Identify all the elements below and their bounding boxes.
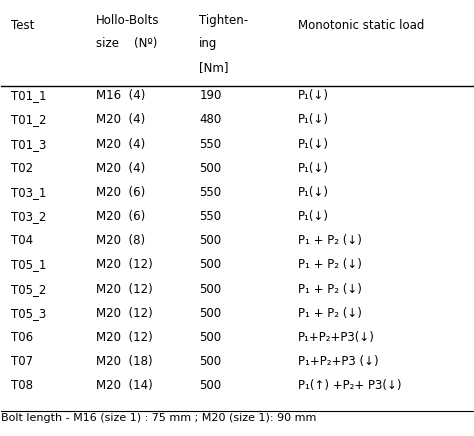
Text: 500: 500	[199, 331, 221, 344]
Text: M20  (14): M20 (14)	[96, 379, 152, 392]
Text: P₁ + P₂ (↓): P₁ + P₂ (↓)	[298, 283, 362, 296]
Text: M20  (12): M20 (12)	[96, 331, 152, 344]
Text: P₁+P₂+P3 (↓): P₁+P₂+P3 (↓)	[298, 355, 379, 368]
Text: M20  (6): M20 (6)	[96, 186, 145, 199]
Text: [Nm]: [Nm]	[199, 61, 229, 74]
Text: P₁(↓): P₁(↓)	[298, 162, 329, 175]
Text: 500: 500	[199, 259, 221, 272]
Text: T01_3: T01_3	[11, 138, 46, 151]
Text: M20  (4): M20 (4)	[96, 113, 145, 126]
Text: P₁(↑) +P₂+ P3(↓): P₁(↑) +P₂+ P3(↓)	[298, 379, 402, 392]
Text: P₁(↓): P₁(↓)	[298, 89, 329, 102]
Text: P₁(↓): P₁(↓)	[298, 210, 329, 223]
Text: M16  (4): M16 (4)	[96, 89, 145, 102]
Text: 550: 550	[199, 186, 221, 199]
Text: T06: T06	[11, 331, 33, 344]
Text: Test: Test	[11, 19, 34, 32]
Text: T03_1: T03_1	[11, 186, 46, 199]
Text: M20  (6): M20 (6)	[96, 210, 145, 223]
Text: 500: 500	[199, 379, 221, 392]
Text: M20  (12): M20 (12)	[96, 307, 152, 320]
Text: T05_3: T05_3	[11, 307, 46, 320]
Text: Bolt length - M16 (size 1) : 75 mm ; M20 (size 1): 90 mm: Bolt length - M16 (size 1) : 75 mm ; M20…	[1, 413, 317, 423]
Text: 500: 500	[199, 283, 221, 296]
Text: M20  (4): M20 (4)	[96, 138, 145, 151]
Text: ing: ing	[199, 37, 218, 51]
Text: 550: 550	[199, 138, 221, 151]
Text: P₁(↓): P₁(↓)	[298, 138, 329, 151]
Text: P₁(↓): P₁(↓)	[298, 186, 329, 199]
Text: T01_2: T01_2	[11, 113, 46, 126]
Text: 480: 480	[199, 113, 221, 126]
Text: Tighten-: Tighten-	[199, 14, 248, 27]
Text: T08: T08	[11, 379, 33, 392]
Text: 500: 500	[199, 162, 221, 175]
Text: size    (Nº): size (Nº)	[96, 37, 157, 51]
Text: P₁ + P₂ (↓): P₁ + P₂ (↓)	[298, 307, 362, 320]
Text: M20  (4): M20 (4)	[96, 162, 145, 175]
Text: 500: 500	[199, 355, 221, 368]
Text: T07: T07	[11, 355, 33, 368]
Text: T05_2: T05_2	[11, 283, 46, 296]
Text: 500: 500	[199, 307, 221, 320]
Text: T04: T04	[11, 234, 33, 247]
Text: M20  (8): M20 (8)	[96, 234, 145, 247]
Text: 550: 550	[199, 210, 221, 223]
Text: P₁ + P₂ (↓): P₁ + P₂ (↓)	[298, 259, 362, 272]
Text: M20  (12): M20 (12)	[96, 283, 152, 296]
Text: Hollo-Bolts: Hollo-Bolts	[96, 14, 159, 27]
Text: M20  (12): M20 (12)	[96, 259, 152, 272]
Text: T01_1: T01_1	[11, 89, 46, 102]
Text: T03_2: T03_2	[11, 210, 46, 223]
Text: M20  (18): M20 (18)	[96, 355, 152, 368]
Text: P₁+P₂+P3(↓): P₁+P₂+P3(↓)	[298, 331, 375, 344]
Text: Monotonic static load: Monotonic static load	[298, 19, 425, 32]
Text: 190: 190	[199, 89, 222, 102]
Text: 500: 500	[199, 234, 221, 247]
Text: T05_1: T05_1	[11, 259, 46, 272]
Text: P₁(↓): P₁(↓)	[298, 113, 329, 126]
Text: T02: T02	[11, 162, 33, 175]
Text: P₁ + P₂ (↓): P₁ + P₂ (↓)	[298, 234, 362, 247]
